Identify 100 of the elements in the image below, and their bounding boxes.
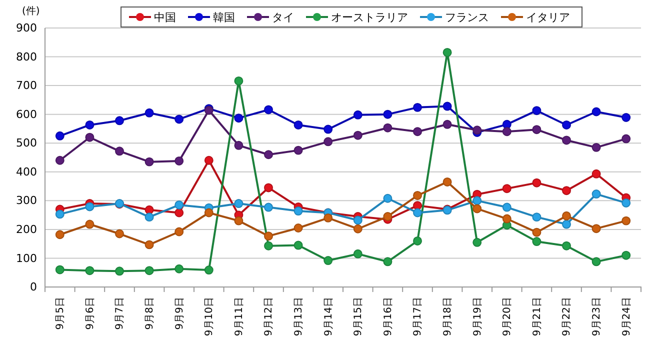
y-tick-label: 100 [16, 252, 37, 265]
point [592, 224, 601, 234]
point [264, 183, 273, 192]
point [383, 194, 392, 203]
point [144, 205, 154, 214]
point [264, 241, 273, 250]
x-tick-label: 9月8日 [144, 297, 156, 330]
x-tick-label: 9月24日 [621, 297, 632, 336]
point [234, 216, 244, 226]
x-tick-label: 9月22日 [562, 297, 573, 336]
x-tick-label: 9月10日 [204, 297, 216, 336]
point [55, 265, 64, 274]
point [413, 127, 422, 136]
point [174, 208, 184, 218]
point [502, 120, 512, 129]
point [592, 169, 601, 178]
point [532, 106, 542, 116]
point [353, 110, 362, 120]
point [442, 102, 452, 111]
point [234, 76, 244, 86]
point [144, 157, 154, 166]
point [115, 229, 124, 238]
y-tick-label: 300 [16, 194, 37, 208]
point [532, 178, 542, 188]
y-tick-label: 200 [16, 222, 37, 236]
point [472, 238, 482, 247]
point [353, 249, 362, 258]
legend-label: オーストラリア [331, 11, 408, 24]
point [562, 186, 571, 196]
point [562, 241, 571, 250]
point [324, 124, 333, 134]
x-tick-label: 9月23日 [592, 297, 602, 336]
x-tick-label: 9月16日 [382, 297, 394, 336]
point [502, 127, 512, 136]
x-tick-label: 9月18日 [442, 297, 454, 336]
point [532, 125, 542, 134]
point [174, 227, 184, 236]
point [592, 142, 601, 152]
point [562, 220, 571, 229]
point [532, 228, 542, 237]
y-tick-label: 600 [16, 108, 37, 121]
point [622, 134, 631, 144]
y-tick-label: 800 [16, 50, 37, 64]
y-tick-label: 0 [30, 280, 37, 294]
point [592, 190, 601, 199]
point [204, 208, 214, 218]
point [204, 266, 214, 274]
point [115, 146, 124, 156]
point [234, 140, 244, 150]
x-tick-label: 9月7日 [114, 297, 126, 330]
x-tick-label: 9月14日 [323, 297, 334, 336]
y-tick-label: 400 [16, 165, 37, 178]
x-tick-label: 9月6日 [84, 297, 96, 330]
point [562, 211, 571, 220]
point [383, 110, 392, 119]
point [85, 202, 94, 212]
point [324, 137, 333, 146]
point [562, 136, 571, 145]
point [294, 146, 303, 155]
point [592, 257, 601, 266]
point [502, 202, 512, 212]
point [264, 202, 273, 212]
point [442, 120, 452, 129]
point [622, 113, 631, 122]
x-tick-label: 9月12日 [264, 297, 275, 336]
point [622, 250, 631, 260]
point [144, 212, 154, 222]
point [472, 196, 482, 206]
point [324, 213, 333, 222]
point [353, 224, 362, 234]
point [264, 150, 273, 160]
point [55, 210, 64, 219]
point [294, 206, 303, 216]
legend-label: 韓国 [213, 11, 235, 24]
x-tick-label: 9月17日 [412, 297, 424, 336]
point [174, 264, 184, 274]
point [532, 212, 542, 222]
point [294, 224, 303, 232]
point [294, 240, 303, 250]
legend-label: フランス [445, 11, 489, 24]
legend-label: タイ [272, 11, 294, 24]
point [413, 102, 422, 112]
point [622, 216, 631, 226]
point [115, 266, 124, 276]
x-tick-label: 9月15日 [353, 297, 364, 336]
point [294, 120, 303, 130]
point [472, 204, 482, 214]
point [502, 214, 512, 224]
point [55, 156, 64, 165]
point [115, 116, 124, 126]
point [383, 212, 392, 221]
x-tick-label: 9月21日 [532, 297, 543, 336]
x-tick-label: 9月11日 [234, 297, 245, 336]
point [502, 184, 512, 194]
y-axis-title: (件) [22, 6, 40, 17]
point [442, 48, 452, 57]
point [144, 266, 154, 276]
point [264, 105, 273, 114]
x-tick-label: 9月19日 [472, 297, 484, 336]
point [442, 177, 452, 186]
